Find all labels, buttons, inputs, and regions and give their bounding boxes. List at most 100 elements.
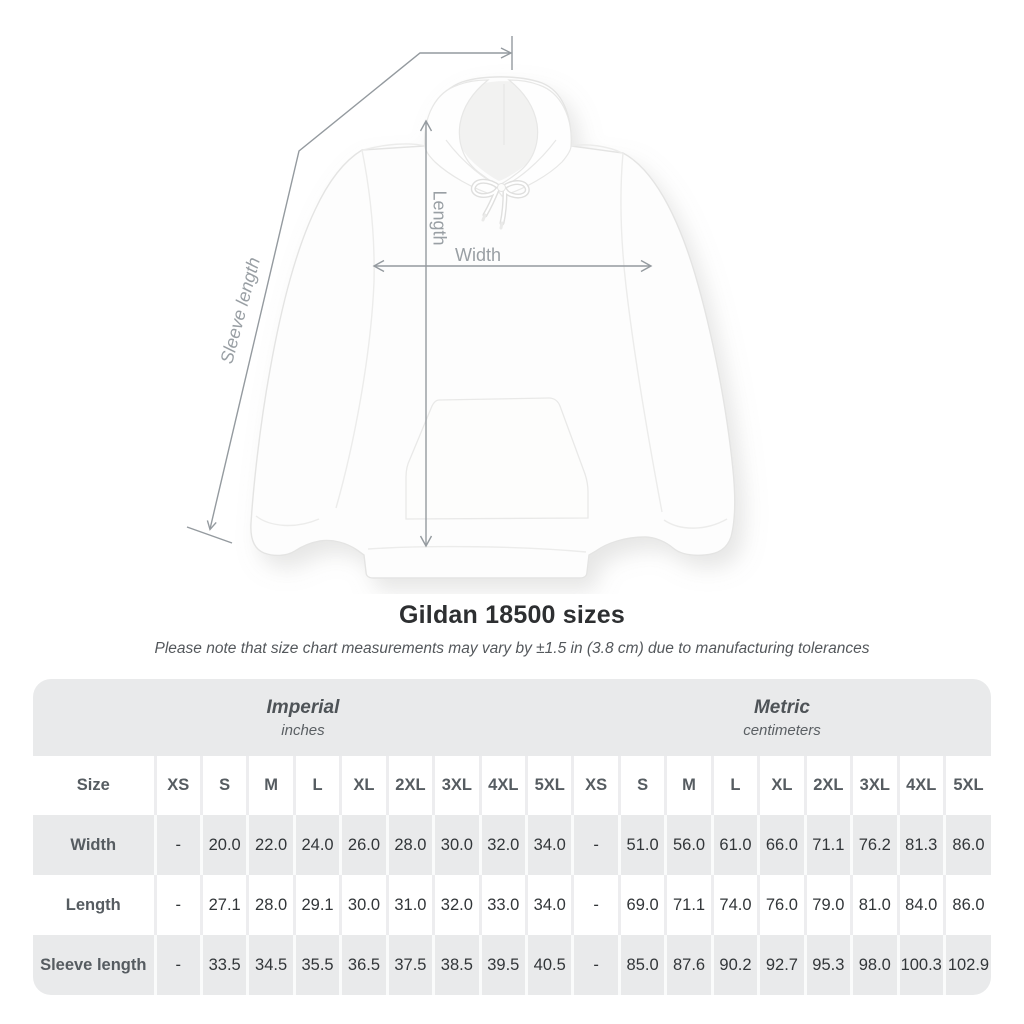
cell-imperial: 33.0 — [478, 875, 527, 935]
size-col-header: 2XL — [803, 756, 852, 815]
hoodie-measurement-figure: Width Length Sleeve length — [186, 36, 736, 579]
sleeve-length-label: Sleeve length — [216, 255, 264, 366]
size-corner-label: Size — [33, 756, 155, 815]
cell-metric: 85.0 — [617, 935, 666, 995]
unit-group-row: Imperial inches Metric centimeters — [33, 679, 991, 756]
size-table-container: Imperial inches Metric centimeters Size XS S M L… — [33, 679, 991, 995]
size-table-head: Imperial inches Metric centimeters Size XS S M L… — [33, 679, 991, 815]
cell-imperial: 38.5 — [432, 935, 481, 995]
table-row: Length -27.1 28.0 29.1 30.0 31.0 32.0 33.0 34.0-… — [33, 875, 991, 935]
table-row: Width -20.0 22.0 24.0 26.0 28.0 30.0 32.0 34.0-5… — [33, 815, 991, 875]
size-col-header: 3XL — [432, 756, 481, 815]
cell-metric: 76.2 — [850, 815, 898, 875]
cell-imperial: 33.5 — [199, 935, 248, 995]
size-header-row: Size XS S M L XL 2XL 3XL 4XL 5XL XS S M L XL 2XL 3XL 4XL 5… — [33, 756, 991, 815]
unit-group-cell: Metric centimeters — [572, 679, 991, 756]
cell-imperial: 32.0 — [432, 875, 481, 935]
cell-imperial: 30.0 — [432, 815, 481, 875]
size-col-header: XL — [339, 756, 388, 815]
cell-metric: 79.0 — [803, 875, 852, 935]
size-col-header: XL — [757, 756, 806, 815]
size-col-header: L — [292, 756, 341, 815]
cell-imperial: 39.5 — [478, 935, 527, 995]
size-col-header: 5XL — [942, 756, 991, 815]
hoodie-diagram: Width Length Sleeve length — [186, 36, 736, 579]
cell-metric: 92.7 — [757, 935, 806, 995]
cell-metric: 76.0 — [757, 875, 806, 935]
cell-imperial: 35.5 — [292, 935, 341, 995]
cell-metric: 100.3 — [896, 935, 945, 995]
cell-imperial: - — [153, 815, 202, 875]
cell-imperial: 28.0 — [385, 815, 434, 875]
cell-metric: 81.3 — [896, 815, 945, 875]
cell-imperial: 34.0 — [524, 875, 573, 935]
cell-imperial: 24.0 — [292, 815, 341, 875]
unit-group-unit: inches — [281, 721, 325, 739]
size-col-header: XS — [571, 756, 620, 815]
cell-metric: 71.1 — [664, 875, 713, 935]
size-col-header: S — [617, 756, 666, 815]
cell-metric: 81.0 — [850, 875, 898, 935]
cell-imperial: 26.0 — [339, 815, 388, 875]
size-col-header: M — [664, 756, 713, 815]
size-table: Imperial inches Metric centimeters Size XS S M L… — [33, 679, 991, 995]
cell-imperial: 28.0 — [246, 875, 295, 935]
cell-metric: 51.0 — [617, 815, 666, 875]
unit-group-cell: Imperial inches — [33, 679, 573, 756]
measurement-annotations — [186, 36, 653, 548]
cell-metric: 61.0 — [710, 815, 759, 875]
length-label: Length — [430, 190, 450, 245]
hoodie-photo — [250, 76, 736, 579]
size-table-body: Width -20.0 22.0 24.0 26.0 28.0 30.0 32.0 34.0-5… — [33, 815, 991, 995]
cell-imperial: 29.1 — [292, 875, 341, 935]
table-row: Sleeve length -33.5 34.5 35.5 36.5 37.5 38.5 39… — [33, 935, 991, 995]
page-title: Gildan 18500 sizes — [399, 601, 625, 629]
cell-metric: - — [571, 815, 620, 875]
cell-imperial: 37.5 — [385, 935, 434, 995]
cell-metric: 90.2 — [710, 935, 759, 995]
cell-metric: 95.3 — [803, 935, 852, 995]
cell-metric: 87.6 — [664, 935, 713, 995]
cell-imperial: 31.0 — [385, 875, 434, 935]
cell-imperial: 27.1 — [199, 875, 248, 935]
size-col-header: S — [199, 756, 248, 815]
cell-metric: 66.0 — [757, 815, 806, 875]
cell-imperial: 22.0 — [246, 815, 295, 875]
row-label: Sleeve length — [33, 935, 155, 995]
unit-group-unit: centimeters — [743, 721, 821, 739]
cell-imperial: 20.0 — [199, 815, 248, 875]
size-col-header: 5XL — [524, 756, 573, 815]
cell-metric: 74.0 — [710, 875, 759, 935]
cell-metric: 84.0 — [896, 875, 945, 935]
cell-imperial: 32.0 — [478, 815, 527, 875]
tolerance-note: Please note that size chart measurements… — [154, 640, 870, 657]
width-label: Width — [455, 245, 501, 265]
cell-imperial: - — [153, 875, 202, 935]
cell-imperial: 34.0 — [524, 815, 573, 875]
cell-imperial: 36.5 — [339, 935, 388, 995]
unit-group-name: Metric — [753, 696, 810, 718]
cell-imperial: 34.5 — [246, 935, 295, 995]
cell-metric: 86.0 — [942, 875, 991, 935]
cell-metric: 98.0 — [850, 935, 898, 995]
cell-metric: - — [571, 875, 620, 935]
size-col-header: 2XL — [385, 756, 434, 815]
sleeve-length-line — [209, 52, 510, 530]
cell-imperial: 30.0 — [339, 875, 388, 935]
cell-metric: 69.0 — [617, 875, 666, 935]
size-col-header: 4XL — [478, 756, 527, 815]
size-col-header: M — [246, 756, 295, 815]
cell-metric: 102.9 — [942, 935, 991, 995]
row-label: Length — [33, 875, 155, 935]
unit-group-name: Imperial — [266, 696, 340, 718]
size-col-header: XS — [153, 756, 202, 815]
size-col-header: 3XL — [850, 756, 898, 815]
cell-metric: 56.0 — [664, 815, 713, 875]
size-col-header: L — [710, 756, 759, 815]
cell-metric: - — [571, 935, 620, 995]
cell-metric: 71.1 — [803, 815, 852, 875]
cell-imperial: - — [153, 935, 202, 995]
size-col-header: 4XL — [896, 756, 945, 815]
cell-imperial: 40.5 — [524, 935, 573, 995]
row-label: Width — [33, 815, 155, 875]
